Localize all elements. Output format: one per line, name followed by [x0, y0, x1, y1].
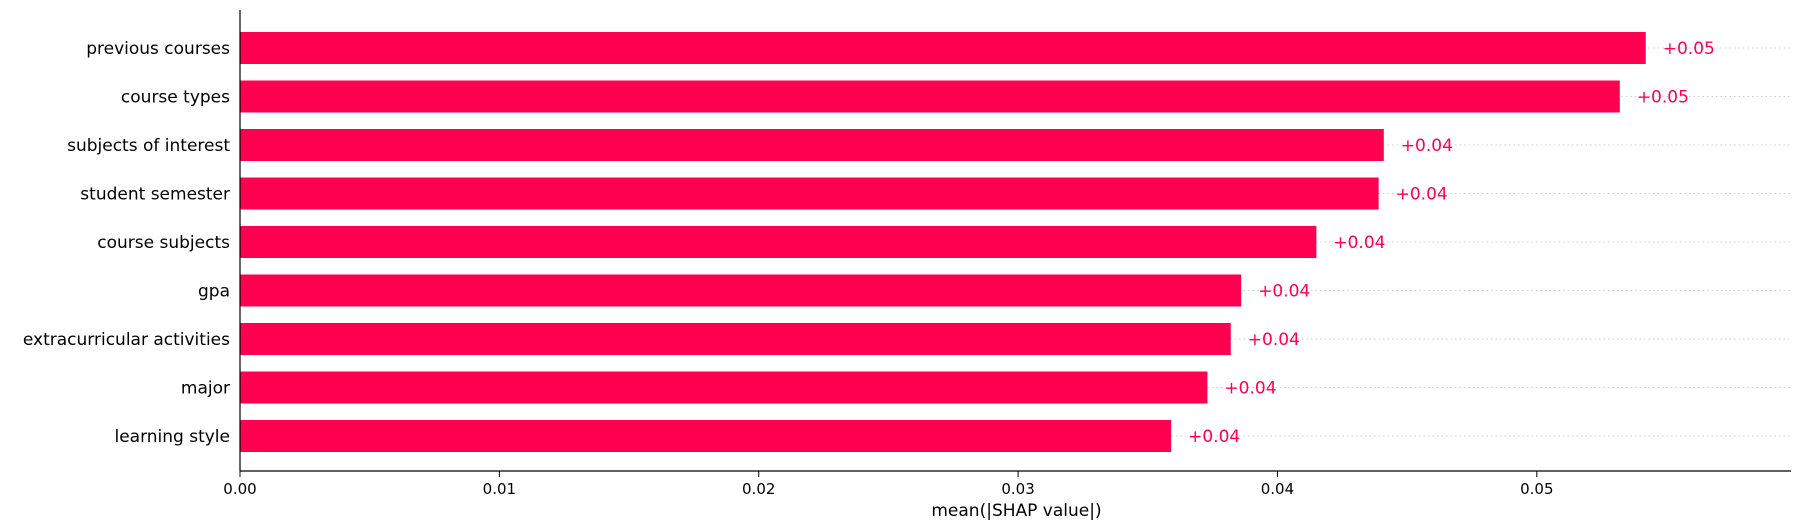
- value-label: +0.05: [1663, 39, 1715, 59]
- value-label: +0.04: [1401, 136, 1453, 156]
- bar: [240, 177, 1379, 210]
- category-label: subjects of interest: [67, 136, 230, 156]
- x-tick-label: 0.01: [483, 480, 516, 498]
- x-axis-title: mean(|SHAP value|): [931, 501, 1101, 521]
- bar: [240, 80, 1620, 113]
- x-axis-ticks: 0.00 0.01 0.02 0.03 0.04 0.05: [223, 471, 1554, 498]
- category-label: learning style: [114, 427, 230, 447]
- value-labels: +0.05 +0.05 +0.04 +0.04 +0.04 +0.04 +0.04 +0.04…: [1188, 39, 1715, 447]
- value-label: +0.04: [1396, 185, 1448, 205]
- bars: [240, 32, 1646, 452]
- bar: [240, 371, 1208, 404]
- x-tick-label: 0.04: [1261, 480, 1294, 498]
- value-label: +0.04: [1248, 330, 1300, 350]
- category-label: course types: [121, 88, 230, 108]
- category-label: previous courses: [86, 39, 230, 59]
- bar: [240, 274, 1242, 307]
- category-labels: previous courses course types subjects of …: [23, 39, 230, 447]
- category-label: course subjects: [97, 233, 230, 253]
- bar: [240, 129, 1384, 161]
- value-label: +0.04: [1258, 282, 1310, 302]
- category-label: gpa: [198, 282, 230, 302]
- bar: [240, 32, 1646, 64]
- category-label: major: [181, 379, 230, 399]
- category-label: extracurricular activities: [23, 330, 230, 350]
- value-label: +0.04: [1188, 427, 1240, 447]
- value-label: +0.04: [1333, 233, 1385, 253]
- bar: [240, 323, 1231, 355]
- x-tick-label: 0.00: [223, 480, 256, 498]
- x-tick-label: 0.03: [1001, 480, 1034, 498]
- value-label: +0.04: [1224, 379, 1276, 399]
- x-tick-label: 0.02: [742, 480, 775, 498]
- category-label: student semester: [80, 185, 230, 205]
- x-tick-label: 0.05: [1520, 480, 1553, 498]
- bar: [240, 420, 1172, 452]
- bar: [240, 226, 1317, 258]
- value-label: +0.05: [1637, 88, 1689, 108]
